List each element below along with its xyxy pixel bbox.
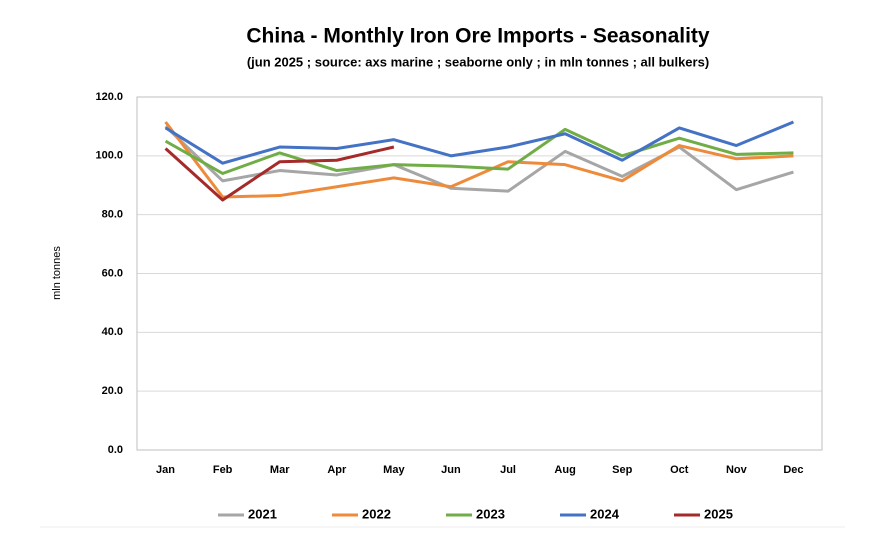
x-tick-label: May	[383, 464, 405, 476]
legend-label: 2021	[248, 506, 277, 521]
y-tick-label: 0.0	[108, 444, 123, 456]
x-tick-label: Apr	[327, 464, 347, 476]
x-tick-label: Mar	[270, 464, 290, 476]
chart-subtitle: (jun 2025 ; source: axs marine ; seaborn…	[247, 54, 709, 69]
y-axis-label: mln tonnes	[51, 246, 63, 300]
x-tick-label: Oct	[670, 464, 689, 476]
x-tick-label: Sep	[612, 464, 632, 476]
y-tick-label: 80.0	[102, 209, 123, 221]
series-line	[164, 127, 794, 175]
x-tick-label: Jul	[500, 464, 516, 476]
x-tick-label: Jan	[156, 464, 175, 476]
x-tick-label: Jun	[441, 464, 461, 476]
series-line	[164, 125, 794, 193]
x-tick-label: Nov	[726, 464, 748, 476]
y-tick-label: 100.0	[95, 150, 123, 162]
plot-border	[136, 96, 823, 451]
y-tick-label: 120.0	[95, 91, 123, 103]
y-tick-label: 20.0	[102, 385, 123, 397]
y-tick-label: 60.0	[102, 267, 123, 279]
x-tick-label: Aug	[554, 464, 575, 476]
series-line	[164, 121, 794, 199]
legend-label: 2024	[590, 506, 620, 521]
series-line	[164, 145, 395, 202]
series-line	[164, 120, 795, 165]
x-tick-label: Feb	[213, 464, 233, 476]
chart-title: China - Monthly Iron Ore Imports - Seaso…	[246, 25, 710, 48]
legend-label: 2022	[362, 506, 391, 521]
x-tick-label: Dec	[783, 464, 803, 476]
legend-label: 2023	[476, 506, 505, 521]
legend-label: 2025	[704, 506, 733, 521]
y-tick-label: 40.0	[102, 326, 123, 338]
